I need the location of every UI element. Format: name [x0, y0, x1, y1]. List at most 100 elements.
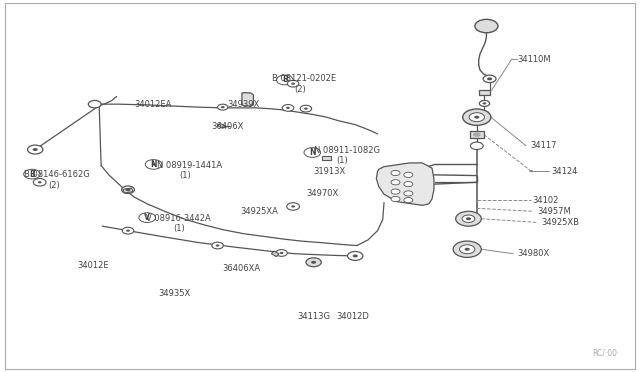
Bar	[470, 131, 484, 138]
Circle shape	[466, 217, 471, 220]
Circle shape	[473, 132, 481, 137]
Circle shape	[453, 241, 481, 257]
Circle shape	[122, 227, 134, 234]
Text: 34925XB: 34925XB	[541, 218, 579, 227]
Circle shape	[306, 258, 321, 267]
Text: 36406X: 36406X	[211, 122, 244, 131]
Circle shape	[391, 196, 400, 202]
Text: 34110M: 34110M	[517, 55, 551, 64]
Circle shape	[465, 248, 470, 251]
Circle shape	[24, 169, 40, 179]
Circle shape	[125, 188, 131, 191]
Circle shape	[391, 180, 400, 185]
Circle shape	[391, 170, 400, 176]
Circle shape	[474, 116, 479, 119]
Circle shape	[122, 186, 134, 193]
Text: 34939X: 34939X	[227, 100, 259, 109]
Text: RC/·00·: RC/·00·	[592, 349, 620, 358]
Text: (2): (2)	[48, 181, 60, 190]
Text: 34012E: 34012E	[77, 262, 108, 270]
Circle shape	[282, 105, 294, 111]
Circle shape	[139, 213, 156, 222]
Polygon shape	[218, 124, 225, 128]
Polygon shape	[271, 251, 279, 257]
Circle shape	[280, 252, 284, 254]
Text: B 08146-6162G: B 08146-6162G	[24, 170, 90, 179]
Text: V 08916-3442A: V 08916-3442A	[146, 214, 211, 223]
Text: 34935X: 34935X	[159, 289, 191, 298]
Circle shape	[348, 251, 363, 260]
Circle shape	[487, 77, 492, 80]
Circle shape	[276, 250, 287, 256]
Circle shape	[287, 80, 299, 87]
Circle shape	[145, 160, 162, 169]
Text: N 08919-1441A: N 08919-1441A	[157, 161, 222, 170]
Text: (1): (1)	[336, 156, 348, 165]
Circle shape	[33, 179, 46, 186]
Text: N 08911-1082G: N 08911-1082G	[314, 146, 380, 155]
Text: 36406XA: 36406XA	[223, 264, 261, 273]
Text: 31913X: 31913X	[314, 167, 346, 176]
Text: 34970X: 34970X	[306, 189, 338, 198]
Text: 34980X: 34980X	[517, 249, 549, 258]
Text: 34012EA: 34012EA	[134, 100, 172, 109]
Text: 34124: 34124	[552, 167, 578, 176]
Text: (1): (1)	[179, 171, 191, 180]
Circle shape	[404, 182, 413, 187]
Circle shape	[287, 203, 300, 210]
Text: B: B	[282, 76, 287, 84]
Circle shape	[463, 109, 491, 125]
Text: 34957M: 34957M	[538, 207, 572, 216]
Bar	[479, 90, 490, 95]
Circle shape	[28, 145, 43, 154]
Text: B: B	[29, 170, 35, 179]
Circle shape	[88, 100, 101, 108]
Circle shape	[460, 245, 475, 254]
Circle shape	[218, 104, 228, 110]
Circle shape	[469, 113, 484, 122]
Text: V: V	[144, 213, 150, 222]
Text: N: N	[150, 160, 157, 169]
Circle shape	[304, 148, 321, 157]
Circle shape	[391, 189, 400, 194]
Circle shape	[126, 230, 130, 232]
Circle shape	[216, 244, 220, 247]
Circle shape	[276, 75, 293, 85]
Circle shape	[291, 83, 295, 85]
Circle shape	[483, 102, 486, 105]
Text: 34113G: 34113G	[298, 312, 331, 321]
Text: N: N	[309, 148, 316, 157]
Circle shape	[479, 100, 490, 106]
Circle shape	[475, 19, 498, 33]
Circle shape	[404, 191, 413, 196]
Text: 34102: 34102	[532, 196, 559, 205]
Circle shape	[33, 148, 38, 151]
Circle shape	[286, 107, 290, 109]
Polygon shape	[242, 93, 253, 106]
Text: (1): (1)	[173, 224, 184, 233]
Circle shape	[291, 205, 295, 208]
Text: 34117: 34117	[530, 141, 556, 150]
Text: B 08121-0202E: B 08121-0202E	[272, 74, 336, 83]
Bar	[123, 188, 133, 193]
Text: 34012D: 34012D	[336, 312, 369, 321]
Bar	[322, 156, 331, 160]
Circle shape	[221, 106, 225, 108]
Circle shape	[456, 211, 481, 226]
Circle shape	[38, 181, 42, 183]
Circle shape	[311, 261, 316, 264]
Text: 34925XA: 34925XA	[240, 207, 278, 216]
Polygon shape	[376, 163, 434, 205]
Circle shape	[300, 105, 312, 112]
Circle shape	[304, 108, 308, 110]
Circle shape	[404, 198, 413, 203]
Circle shape	[483, 75, 496, 83]
Circle shape	[212, 242, 223, 249]
Circle shape	[462, 215, 475, 222]
Circle shape	[353, 254, 358, 257]
Text: (2): (2)	[294, 85, 306, 94]
Circle shape	[529, 170, 533, 172]
Circle shape	[470, 142, 483, 150]
Circle shape	[404, 172, 413, 177]
Circle shape	[152, 163, 156, 166]
